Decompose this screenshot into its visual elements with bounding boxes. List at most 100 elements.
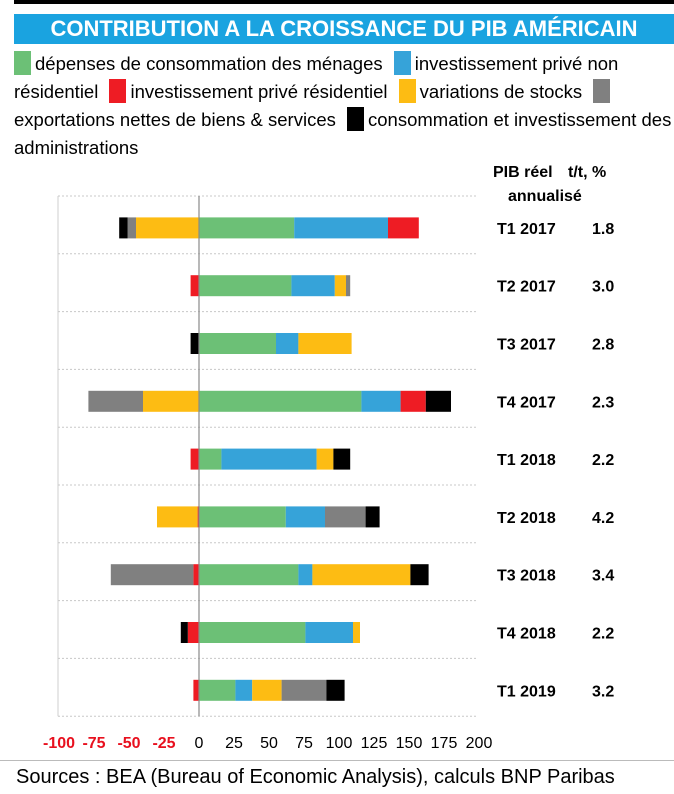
bar-segment bbox=[190, 333, 199, 354]
gdp-growth-value: 2.8 bbox=[592, 337, 614, 354]
gdp-growth-value: 2.2 bbox=[592, 452, 614, 469]
sources-note: Sources : BEA (Bureau of Economic Analys… bbox=[0, 760, 674, 793]
bar-segment bbox=[136, 217, 199, 239]
x-tick-label: 200 bbox=[466, 735, 493, 752]
bar-segment bbox=[326, 679, 345, 701]
legend-label: exportations nettes de biens & services bbox=[14, 109, 336, 130]
legend-label: variations de stocks bbox=[419, 81, 583, 102]
bar-segment bbox=[325, 506, 366, 528]
bar-segment bbox=[298, 333, 352, 354]
x-tick-label: 125 bbox=[361, 735, 388, 752]
legend-swatch bbox=[398, 79, 416, 103]
category-label: T1 2017 bbox=[497, 221, 556, 238]
bar-segment bbox=[199, 679, 236, 701]
bar-segment bbox=[334, 275, 346, 297]
legend-swatch bbox=[593, 79, 611, 103]
bar-segment bbox=[199, 448, 222, 470]
x-tick-label: -25 bbox=[152, 735, 175, 752]
bar-segment bbox=[199, 622, 306, 643]
bar-segment bbox=[425, 390, 451, 412]
bar-segment bbox=[143, 390, 199, 412]
gdp-growth-value: 2.2 bbox=[592, 626, 614, 643]
x-tick-label: 150 bbox=[396, 735, 423, 752]
legend-item-stocks: variations de stocks bbox=[398, 79, 583, 103]
title-top-rule bbox=[14, 0, 674, 4]
bar-segment bbox=[294, 217, 388, 239]
bar-segment bbox=[199, 564, 299, 586]
bar-segment bbox=[193, 564, 199, 586]
bar-segment bbox=[252, 679, 282, 701]
legend-item-household: dépenses de consommation des ménages bbox=[14, 51, 383, 75]
category-label: T2 2017 bbox=[497, 279, 556, 296]
gdp-header-line1: PIB réel bbox=[493, 164, 553, 181]
bar-segment bbox=[199, 390, 362, 412]
legend-label: investissement privé résidentiel bbox=[130, 81, 388, 102]
category-label: T2 2018 bbox=[497, 510, 556, 527]
bar-segment bbox=[88, 390, 143, 412]
bar-segment bbox=[235, 679, 253, 701]
bar-segment bbox=[305, 622, 353, 643]
bar-segment bbox=[276, 333, 299, 354]
gdp-growth-value: 3.0 bbox=[592, 279, 614, 296]
legend-swatch bbox=[393, 51, 411, 75]
bar-segment bbox=[285, 506, 325, 528]
category-label: T3 2017 bbox=[497, 337, 556, 354]
category-label: T4 2018 bbox=[497, 626, 556, 643]
bar-segment bbox=[361, 390, 401, 412]
bar-segment bbox=[157, 506, 198, 528]
legend-item-res: investissement privé résidentiel bbox=[109, 79, 388, 103]
gdp-header-line2: annualisé bbox=[508, 188, 582, 205]
legend-swatch bbox=[14, 51, 31, 75]
bar-segment bbox=[291, 275, 335, 297]
gdp-header-unit: t/t, % bbox=[568, 164, 607, 181]
category-label: T3 2018 bbox=[497, 568, 556, 585]
bar-segment bbox=[190, 448, 199, 470]
bar-segment bbox=[312, 564, 411, 586]
bar-segment bbox=[199, 275, 292, 297]
bar-segment bbox=[199, 506, 286, 528]
gdp-growth-value: 3.4 bbox=[592, 568, 614, 585]
gdp-growth-value: 3.2 bbox=[592, 683, 614, 700]
bar-segment bbox=[316, 448, 334, 470]
bar-segment bbox=[197, 506, 199, 528]
x-tick-label: 0 bbox=[195, 735, 204, 752]
gdp-growth-value: 1.8 bbox=[592, 221, 614, 238]
category-label: T4 2017 bbox=[497, 394, 556, 411]
legend-swatch bbox=[347, 107, 365, 131]
bar-segment bbox=[353, 622, 360, 643]
legend-item-nonres: investissement privé non résidentiel bbox=[14, 51, 619, 102]
bar-segment bbox=[298, 564, 313, 586]
bar-segment bbox=[388, 217, 419, 239]
bar-segment bbox=[400, 390, 426, 412]
x-tick-label: -50 bbox=[117, 735, 140, 752]
category-label: T1 2019 bbox=[497, 683, 556, 700]
bar-segment bbox=[193, 679, 199, 701]
bar-segment bbox=[333, 448, 351, 470]
bar-segment bbox=[281, 679, 327, 701]
legend-label: consommation et investissement des admin… bbox=[14, 109, 672, 158]
bar-segment bbox=[127, 217, 136, 239]
x-tick-label: 75 bbox=[295, 735, 313, 752]
bar-segment bbox=[346, 275, 351, 297]
bar-segment bbox=[199, 217, 295, 239]
legend-swatch bbox=[109, 79, 127, 103]
gdp-growth-value: 4.2 bbox=[592, 510, 614, 527]
bar-segment bbox=[187, 622, 199, 643]
gdp-growth-value: 2.3 bbox=[592, 394, 614, 411]
legend-label: investissement privé non résidentiel bbox=[14, 53, 619, 102]
bar-segment bbox=[180, 622, 188, 643]
bar-segment bbox=[110, 564, 194, 586]
bar-segment bbox=[410, 564, 429, 586]
chart-title: CONTRIBUTION A LA CROISSANCE DU PIB AMÉR… bbox=[14, 14, 674, 44]
x-tick-label: 100 bbox=[326, 735, 353, 752]
bar-segment bbox=[119, 217, 128, 239]
x-tick-label: 25 bbox=[225, 735, 243, 752]
category-label: T1 2018 bbox=[497, 452, 556, 469]
legend-item-exports: exportations nettes de biens & services bbox=[14, 79, 614, 130]
x-tick-label: 50 bbox=[260, 735, 278, 752]
x-tick-label: -75 bbox=[82, 735, 105, 752]
x-tick-label: 175 bbox=[431, 735, 458, 752]
legend: dépenses de consommation des ménages inv… bbox=[14, 50, 674, 162]
legend-item-gov: consommation et investissement des admin… bbox=[14, 107, 672, 158]
